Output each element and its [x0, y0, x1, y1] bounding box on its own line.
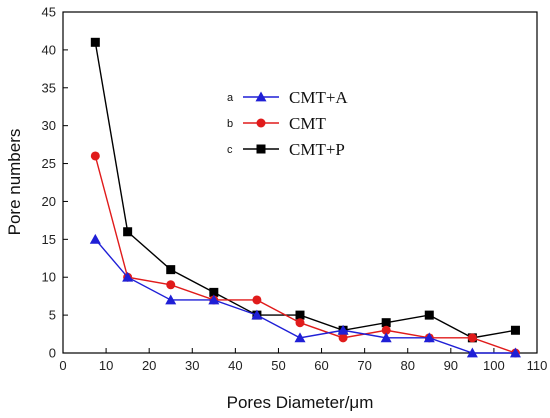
data-point [295, 310, 305, 320]
series-cmt [90, 151, 520, 358]
data-point [166, 265, 176, 275]
y-tick-label: 25 [42, 156, 56, 171]
x-tick-label: 110 [527, 358, 548, 373]
data-point [251, 309, 263, 320]
x-tick-label: 40 [228, 358, 242, 373]
x-tick-label: 100 [483, 358, 505, 373]
legend-letter: c [227, 144, 233, 156]
legend: a CMT+A b CMT c CMT+P [227, 88, 348, 159]
data-point [89, 233, 101, 244]
y-tick-label: 35 [42, 80, 56, 95]
y-tick-label: 30 [42, 118, 56, 133]
legend-letter: b [227, 118, 233, 130]
legend-item: c CMT+P [227, 140, 345, 159]
series-line [94, 238, 516, 354]
data-point [381, 318, 391, 328]
data-point [510, 325, 520, 335]
data-point [467, 333, 477, 343]
data-point [509, 347, 521, 358]
x-tick-label: 80 [400, 358, 414, 373]
x-tick-label: 70 [357, 358, 371, 373]
legend-marker [255, 91, 267, 102]
y-tick-label: 45 [42, 5, 56, 20]
data-point [122, 271, 134, 282]
x-tick-label: 50 [271, 358, 285, 373]
data-point [381, 325, 391, 335]
x-tick-label: 0 [59, 358, 66, 373]
legend-label: CMT+P [289, 140, 345, 159]
data-point [338, 333, 348, 343]
x-tick-label: 20 [142, 358, 156, 373]
y-axis-title: Pore numbers [5, 129, 24, 236]
data-point [423, 332, 435, 343]
data-point [90, 37, 100, 47]
y-tick-label: 10 [42, 270, 56, 285]
x-tick-label: 10 [99, 358, 113, 373]
data-point [252, 295, 262, 305]
data-point [123, 227, 133, 237]
y-tick-label: 20 [42, 194, 56, 209]
data-point [380, 332, 392, 343]
series-line [94, 155, 516, 354]
data-point [424, 310, 434, 320]
legend-marker [256, 118, 266, 128]
x-tick-label: 90 [444, 358, 458, 373]
series-layer [89, 37, 521, 358]
data-point [165, 294, 177, 305]
legend-label: CMT+A [289, 88, 348, 107]
data-point [166, 280, 176, 290]
legend-item: b CMT [227, 114, 326, 133]
data-point [295, 318, 305, 328]
legend-marker [256, 144, 266, 154]
y-tick-label: 0 [49, 346, 56, 361]
data-point [209, 287, 219, 297]
data-point [90, 151, 100, 161]
y-tick-label: 40 [42, 42, 56, 57]
data-point [466, 347, 478, 358]
y-tick-label: 5 [49, 308, 56, 323]
data-point [294, 332, 306, 343]
series-cmt-plus-p [90, 37, 520, 343]
y-tick-label: 15 [42, 232, 56, 247]
x-tick-label: 30 [185, 358, 199, 373]
legend-item: a CMT+A [227, 88, 348, 107]
axes: 0 10 20 30 40 50 60 70 80 90 100 110 0 5 10 15 20 25 30 35 4… [42, 5, 548, 374]
series-cmt-plus-a [89, 233, 521, 358]
legend-letter: a [227, 92, 234, 104]
plot-frame [62, 11, 538, 354]
x-tick-label: 60 [314, 358, 328, 373]
data-point [208, 294, 220, 305]
x-axis-title: Pores Diameter/μm [227, 393, 374, 412]
legend-label: CMT [289, 114, 326, 133]
data-point [337, 324, 349, 335]
